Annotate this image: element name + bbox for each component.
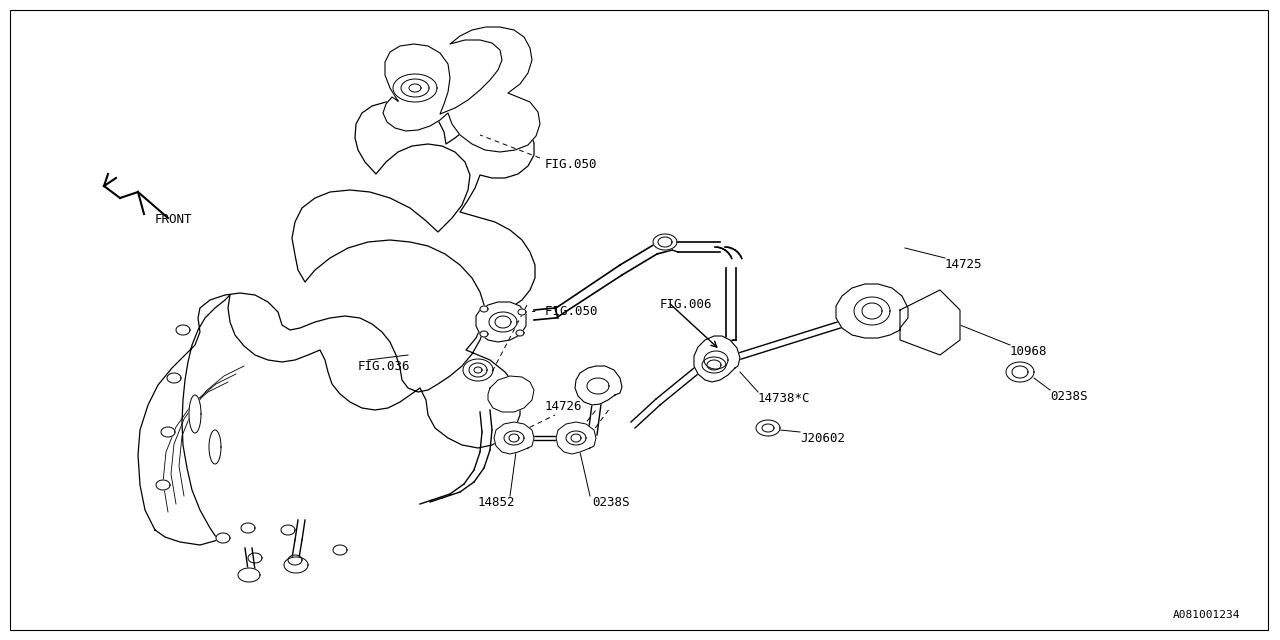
Polygon shape — [138, 101, 535, 545]
Polygon shape — [495, 316, 511, 328]
Text: FRONT: FRONT — [155, 213, 192, 226]
Polygon shape — [494, 422, 534, 454]
Polygon shape — [463, 359, 493, 381]
Polygon shape — [241, 523, 255, 533]
Polygon shape — [468, 363, 486, 377]
Polygon shape — [707, 360, 721, 370]
Polygon shape — [488, 376, 534, 412]
Polygon shape — [177, 325, 189, 335]
Polygon shape — [238, 568, 260, 582]
Polygon shape — [209, 430, 221, 464]
Text: 14725: 14725 — [945, 258, 983, 271]
Polygon shape — [393, 74, 436, 102]
Polygon shape — [410, 84, 421, 92]
Polygon shape — [653, 234, 677, 250]
Polygon shape — [333, 545, 347, 555]
Polygon shape — [489, 312, 517, 332]
Polygon shape — [516, 330, 524, 336]
Polygon shape — [854, 297, 890, 325]
Polygon shape — [504, 431, 524, 445]
Polygon shape — [189, 395, 201, 433]
Polygon shape — [658, 237, 672, 247]
Text: 14852: 14852 — [477, 496, 516, 509]
Polygon shape — [476, 302, 526, 342]
Polygon shape — [701, 357, 726, 373]
Text: A081001234: A081001234 — [1172, 610, 1240, 620]
Polygon shape — [216, 533, 230, 543]
Polygon shape — [1012, 366, 1028, 378]
Text: 14738*C: 14738*C — [758, 392, 810, 405]
Polygon shape — [900, 290, 960, 355]
Polygon shape — [161, 427, 175, 437]
Text: - FIG.050: - FIG.050 — [530, 305, 598, 318]
Polygon shape — [509, 434, 518, 442]
Polygon shape — [756, 420, 780, 436]
Polygon shape — [518, 309, 526, 315]
Polygon shape — [248, 553, 262, 563]
Text: FIG.036: FIG.036 — [358, 360, 411, 373]
Polygon shape — [166, 373, 180, 383]
Polygon shape — [836, 284, 908, 338]
Polygon shape — [480, 306, 488, 312]
Polygon shape — [288, 555, 302, 565]
Text: 10968: 10968 — [1010, 345, 1047, 358]
Text: FIG.050: FIG.050 — [545, 158, 598, 171]
Polygon shape — [571, 434, 581, 442]
Polygon shape — [401, 79, 429, 97]
Text: J20602: J20602 — [800, 432, 845, 445]
Polygon shape — [383, 27, 540, 152]
Polygon shape — [704, 351, 728, 369]
Text: 0238S: 0238S — [1050, 390, 1088, 403]
Polygon shape — [556, 422, 596, 454]
Polygon shape — [762, 424, 774, 432]
Text: FIG.006: FIG.006 — [660, 298, 713, 311]
Polygon shape — [282, 525, 294, 535]
Polygon shape — [474, 367, 483, 373]
Polygon shape — [1006, 362, 1034, 382]
Polygon shape — [156, 480, 170, 490]
Polygon shape — [284, 557, 308, 573]
Polygon shape — [480, 331, 488, 337]
Polygon shape — [861, 303, 882, 319]
Polygon shape — [694, 336, 740, 382]
Polygon shape — [566, 431, 586, 445]
Text: 14726: 14726 — [545, 400, 582, 413]
Text: 0238S: 0238S — [591, 496, 630, 509]
Polygon shape — [575, 366, 622, 405]
Polygon shape — [588, 378, 609, 394]
